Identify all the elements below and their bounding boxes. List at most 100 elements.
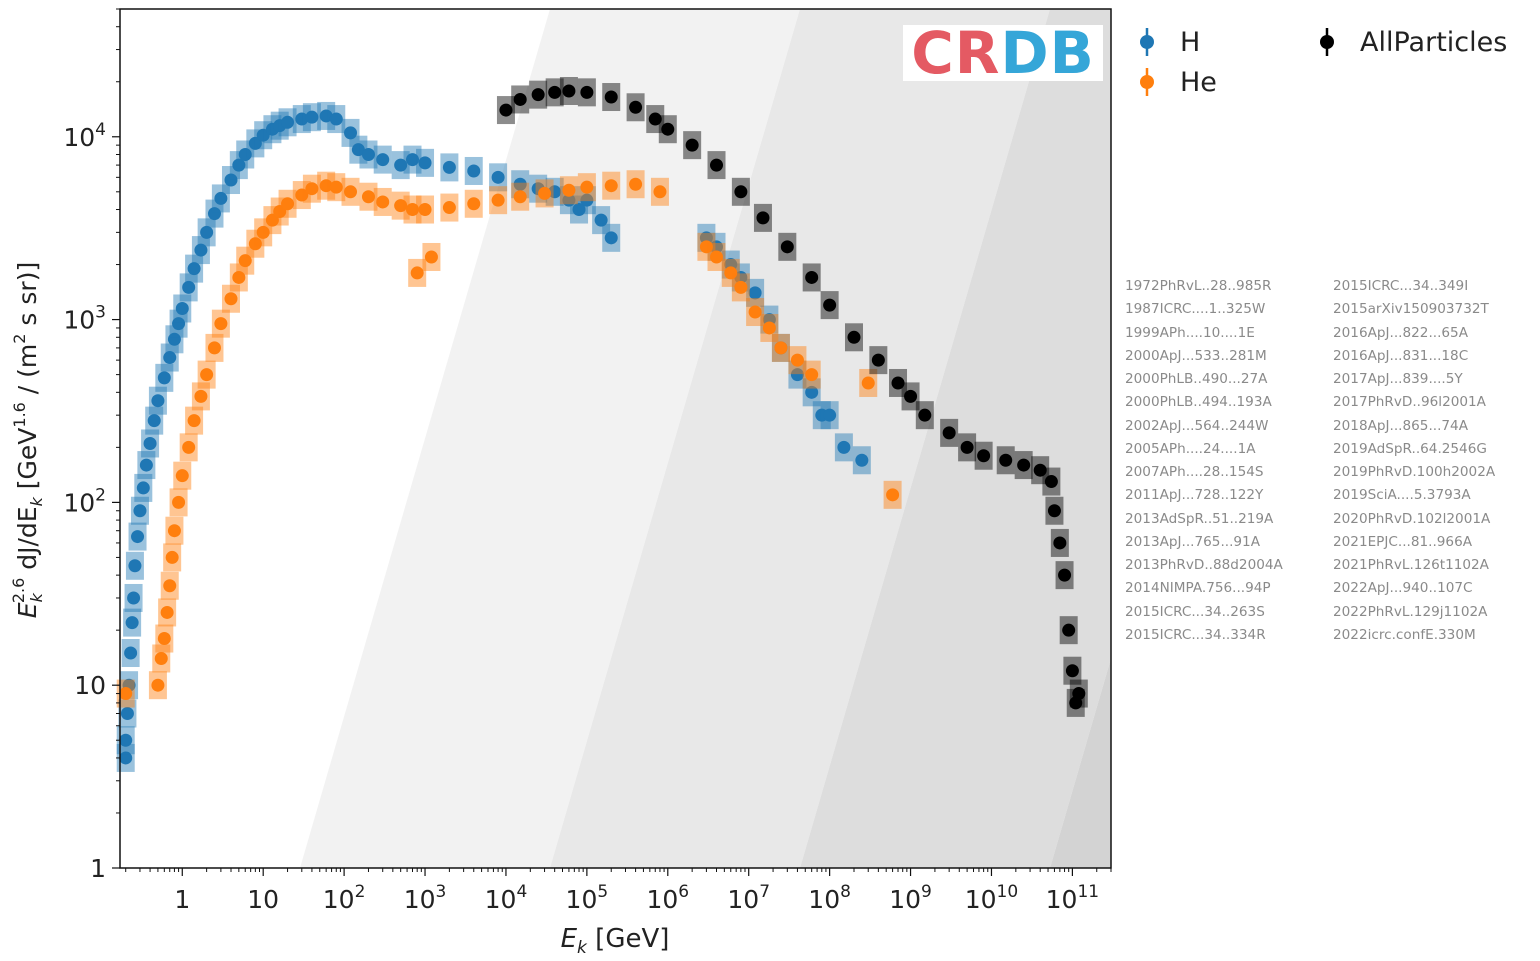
- data-point-h: [405, 153, 419, 167]
- data-point-he: [886, 488, 900, 502]
- data-point-h: [147, 414, 161, 428]
- background-band: [550, 9, 1050, 868]
- data-point-h: [136, 481, 150, 495]
- data-point-he: [154, 651, 168, 665]
- legend-marker-h: [1140, 28, 1154, 56]
- reference-entry: 2018ApJ...865...74A: [1333, 417, 1469, 434]
- data-point-allparticles: [756, 211, 770, 225]
- reference-entry: 2019PhRvD.100h2002A: [1333, 464, 1496, 480]
- data-point-allparticles: [1058, 568, 1072, 582]
- reference-entry: 2002ApJ...564..244W: [1125, 417, 1269, 434]
- data-point-he: [151, 678, 165, 692]
- reference-entry: 2021PhRvL.126t1102A: [1333, 557, 1489, 573]
- data-point-he: [418, 203, 432, 217]
- data-point-he: [248, 237, 262, 251]
- data-point-h: [200, 225, 214, 239]
- data-point-h: [232, 158, 246, 172]
- data-point-h: [256, 128, 270, 142]
- data-point-h: [442, 160, 456, 174]
- data-point-h: [207, 207, 221, 221]
- data-point-he: [604, 179, 618, 193]
- reference-entry: 2017ApJ...839....5Y: [1333, 371, 1463, 387]
- data-point-h: [281, 115, 295, 129]
- reference-entry: 2013PhRvD..88d2004A: [1125, 557, 1283, 573]
- data-point-he: [748, 305, 762, 319]
- reference-entry: 2020PhRvD.102l2001A: [1333, 510, 1491, 527]
- data-point-he: [467, 197, 481, 211]
- crdb-logo: CR DB: [903, 24, 1103, 82]
- data-point-he: [224, 292, 238, 306]
- data-point-allparticles: [891, 376, 905, 390]
- data-point-he: [562, 183, 576, 197]
- data-point-h: [143, 436, 157, 450]
- data-point-h: [139, 458, 153, 472]
- data-point-he: [214, 317, 228, 331]
- data-point-he: [281, 197, 295, 211]
- data-point-h: [167, 332, 181, 346]
- data-point-h: [855, 453, 869, 467]
- data-point-h: [604, 231, 618, 245]
- data-point-allparticles: [685, 138, 699, 152]
- reference-entry: 2013ApJ...765...91A: [1125, 533, 1261, 550]
- data-point-h: [128, 559, 142, 573]
- y-axis-label: Ek2.6 dJ/dEk [GeV1.6 / (m2 s sr)]: [9, 262, 46, 618]
- data-point-allparticles: [1017, 458, 1031, 472]
- right-margin: [1111, 0, 1540, 961]
- data-point-allparticles: [580, 85, 594, 99]
- background-band: [0, 9, 550, 868]
- data-point-allparticles: [977, 449, 991, 463]
- data-point-h: [376, 153, 390, 167]
- data-point-h: [837, 440, 851, 454]
- data-point-allparticles: [823, 298, 837, 312]
- reference-entry: 1987ICRC....1..325W: [1125, 301, 1266, 318]
- bottom-margin: [0, 868, 1540, 961]
- reference-entry: 2015ICRC...34..334R: [1125, 626, 1266, 643]
- data-point-h: [224, 173, 238, 187]
- legend-item-he: He: [1140, 62, 1217, 102]
- data-point-he: [265, 213, 279, 227]
- data-point-he: [805, 368, 819, 382]
- data-point-allparticles: [942, 426, 956, 440]
- data-point-allparticles: [604, 90, 618, 104]
- reference-entry: 2019SciA....5.3793A: [1333, 487, 1471, 504]
- reference-entry: 2016ApJ...831...18C: [1333, 347, 1469, 364]
- legend-marker-allparticles: [1320, 28, 1334, 56]
- data-point-he: [160, 605, 174, 619]
- data-point-h: [133, 504, 147, 518]
- data-point-allparticles: [1053, 536, 1067, 550]
- data-point-h: [513, 177, 527, 191]
- data-point-allparticles: [513, 92, 527, 106]
- reference-entry: 2000PhLB..490...27A: [1125, 371, 1268, 387]
- data-point-allparticles: [710, 158, 724, 172]
- y-tick-label: 10: [74, 671, 106, 700]
- data-point-he: [424, 250, 438, 264]
- data-point-he: [295, 188, 309, 202]
- data-point-he: [491, 193, 505, 207]
- data-point-allparticles: [629, 100, 643, 114]
- data-point-he: [653, 185, 667, 199]
- plot-frame: [119, 8, 1112, 869]
- data-point-allparticles: [562, 84, 576, 98]
- data-point-he: [861, 376, 875, 390]
- data-point-he: [187, 414, 201, 428]
- data-point-h: [823, 408, 837, 422]
- reference-entry: 2011ApJ...728..122Y: [1125, 487, 1264, 504]
- reference-entry: 2022icrc.confE.330M: [1333, 626, 1476, 643]
- x-axis-title: Ek [GeV]: [561, 924, 670, 958]
- data-point-h: [344, 126, 358, 140]
- data-point-he: [405, 203, 419, 217]
- data-point-he: [724, 266, 738, 280]
- data-point-allparticles: [499, 103, 513, 117]
- reference-list: 1972PhRvL..28..985R 2015ICRC...34..349I 19…: [1125, 278, 1535, 650]
- x-tick-label: 10: [247, 885, 279, 914]
- data-point-he: [256, 225, 270, 239]
- data-point-allparticles: [1047, 504, 1061, 518]
- data-point-allparticles: [999, 453, 1013, 467]
- data-point-he: [305, 182, 319, 196]
- legend-marker-he: [1140, 68, 1154, 96]
- data-point-he: [232, 270, 246, 284]
- data-point-h: [248, 136, 262, 150]
- data-point-allparticles: [648, 112, 662, 126]
